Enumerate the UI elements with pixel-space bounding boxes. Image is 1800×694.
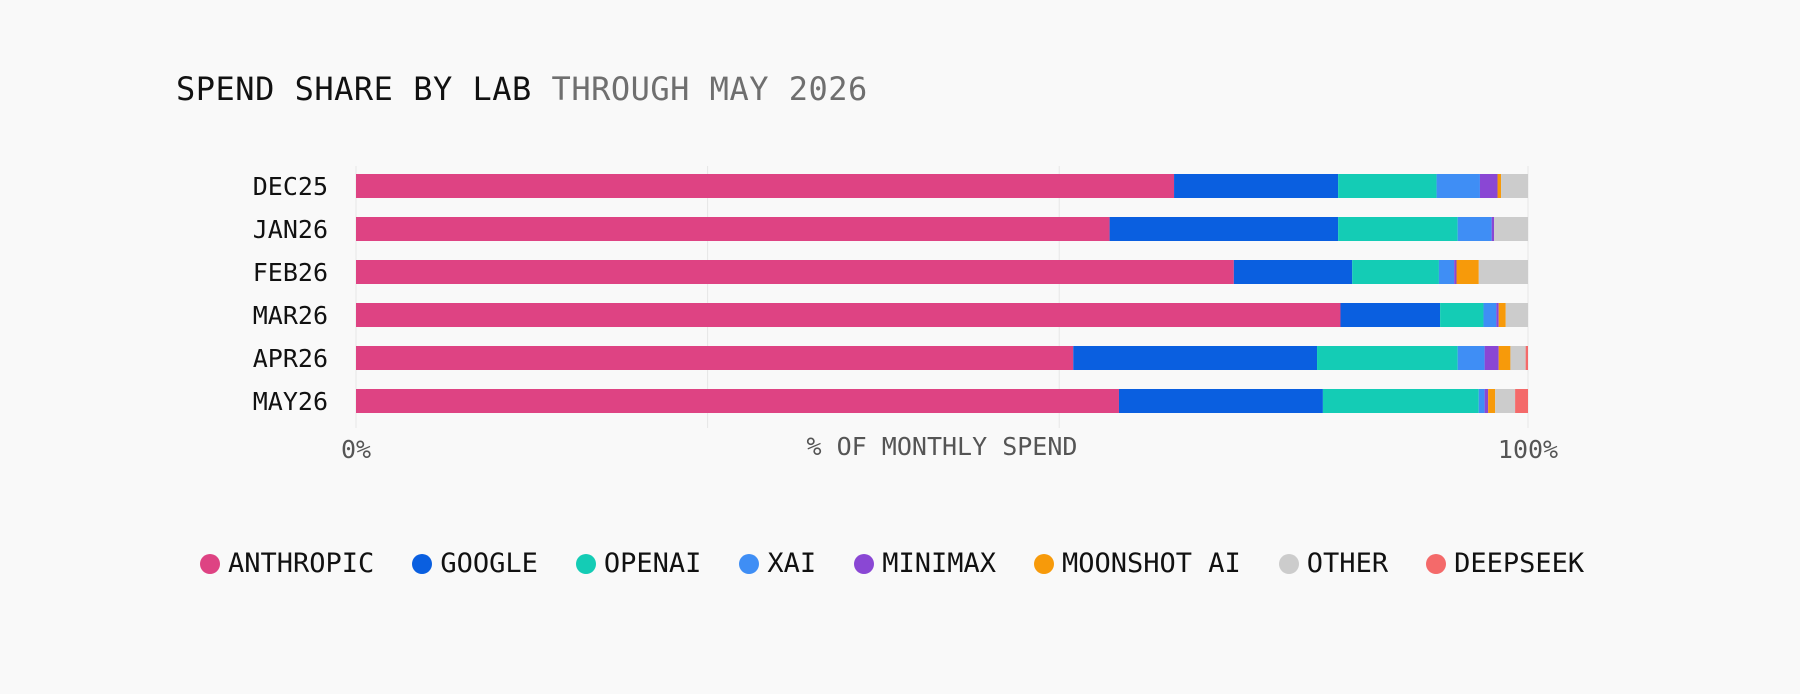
bar-segment-openai	[1322, 389, 1479, 413]
legend-label: GOOGLE	[440, 548, 538, 579]
legend-swatch	[854, 553, 875, 574]
bar-segment-minimax	[1484, 389, 1489, 413]
category-label: JAN26	[253, 215, 328, 244]
legend-label: OTHER	[1306, 548, 1389, 579]
bar-segment-other	[1501, 174, 1528, 198]
legend-swatch	[575, 553, 596, 574]
legend-label: MINIMAX	[882, 548, 996, 579]
bar-segment-other	[1510, 346, 1526, 370]
bar-segment-google	[1174, 174, 1339, 198]
legend-item: OPENAI	[575, 548, 702, 579]
bar-segment-openai	[1338, 174, 1437, 198]
bar-segment-xai	[1483, 303, 1497, 327]
bar-segment-openai	[1440, 303, 1484, 327]
bar-segment-xai	[1436, 174, 1480, 198]
legend-item: ANTHROPIC	[200, 548, 374, 579]
legend-swatch	[1033, 553, 1054, 574]
bar-segment-anthropic	[356, 303, 1341, 327]
bar-segment-minimax	[1491, 217, 1495, 241]
legend-swatch	[739, 553, 760, 574]
legend-item: MINIMAX	[854, 548, 996, 579]
legend-item: DEEPSEEK	[1426, 548, 1584, 579]
bar-segment-anthropic	[356, 174, 1175, 198]
chart-title-main: SPEND SHARE BY LAB	[176, 70, 532, 108]
bar-segment-other	[1494, 217, 1528, 241]
legend-swatch	[412, 553, 433, 574]
bar-segment-moonshot-ai	[1498, 303, 1506, 327]
bar-segment-google	[1233, 260, 1353, 284]
x-tick-label: 0%	[341, 435, 371, 464]
bar-segment-xai	[1457, 346, 1485, 370]
bar-segment-moonshot-ai	[1497, 174, 1502, 198]
legend-item: OTHER	[1278, 548, 1389, 579]
bar-segment-xai	[1457, 217, 1492, 241]
legend-label: OPENAI	[603, 548, 702, 579]
bar-segment-minimax	[1484, 346, 1499, 370]
bar-segment-google	[1340, 303, 1441, 327]
bar-segment-google	[1073, 346, 1318, 370]
bar-segment-deepseek	[1525, 346, 1528, 370]
bar-segment-other	[1495, 389, 1516, 413]
grid-layer	[355, 166, 1529, 428]
bar-segment-anthropic	[356, 346, 1074, 370]
chart-title: SPEND SHARE BY LAB THROUGH MAY 2026	[176, 70, 868, 108]
labels-layer: % OF MONTHLY SPEND DEC25 JAN26 FEB26 MAR26 A…	[253, 172, 1558, 464]
bar-segment-moonshot-ai	[1498, 346, 1511, 370]
bar-segment-other	[1505, 303, 1528, 327]
category-label: FEB26	[253, 258, 328, 287]
bar-segment-openai	[1352, 260, 1439, 284]
legend-label: XAI	[767, 548, 817, 579]
legend-label: DEEPSEEK	[1454, 548, 1585, 579]
bars-layer	[356, 174, 1528, 413]
bar-segment-openai	[1317, 346, 1458, 370]
legend-label: ANTHROPIC	[228, 548, 375, 579]
legend: ANTHROPIC GOOGLE OPENAI XAI MINIMAX MOONSHOT …	[200, 548, 1622, 579]
legend-item: XAI	[739, 548, 816, 579]
bar-segment-minimax	[1479, 174, 1498, 198]
bar-segment-xai	[1438, 260, 1455, 284]
chart-title-sub: THROUGH MAY 2026	[551, 70, 868, 108]
bar-segment-google	[1109, 217, 1339, 241]
bar-segment-google	[1118, 389, 1323, 413]
bar-segment-anthropic	[356, 217, 1110, 241]
category-label: DEC25	[253, 172, 328, 201]
bar-segment-minimax	[1496, 303, 1499, 327]
category-label: MAR26	[253, 301, 328, 330]
bar-segment-deepseek	[1515, 389, 1528, 413]
category-label: MAY26	[253, 387, 328, 416]
legend-label: MOONSHOT AI	[1061, 548, 1241, 579]
bar-segment-moonshot-ai	[1456, 260, 1479, 284]
bar-segment-other	[1478, 260, 1528, 284]
bar-segment-xai	[1478, 389, 1485, 413]
legend-item: MOONSHOT AI	[1033, 548, 1241, 579]
legend-item: GOOGLE	[412, 548, 538, 579]
legend-swatch	[1278, 553, 1299, 574]
bar-segment-minimax	[1454, 260, 1457, 284]
category-label: APR26	[253, 344, 328, 373]
bar-segment-anthropic	[356, 260, 1234, 284]
x-axis-title: % OF MONTHLY SPEND	[807, 432, 1078, 461]
bar-segment-anthropic	[356, 389, 1119, 413]
x-tick-label: 100%	[1498, 435, 1558, 464]
legend-swatch	[1426, 553, 1447, 574]
legend-swatch	[200, 553, 220, 574]
bar-segment-openai	[1338, 217, 1458, 241]
bar-segment-moonshot-ai	[1488, 389, 1496, 413]
